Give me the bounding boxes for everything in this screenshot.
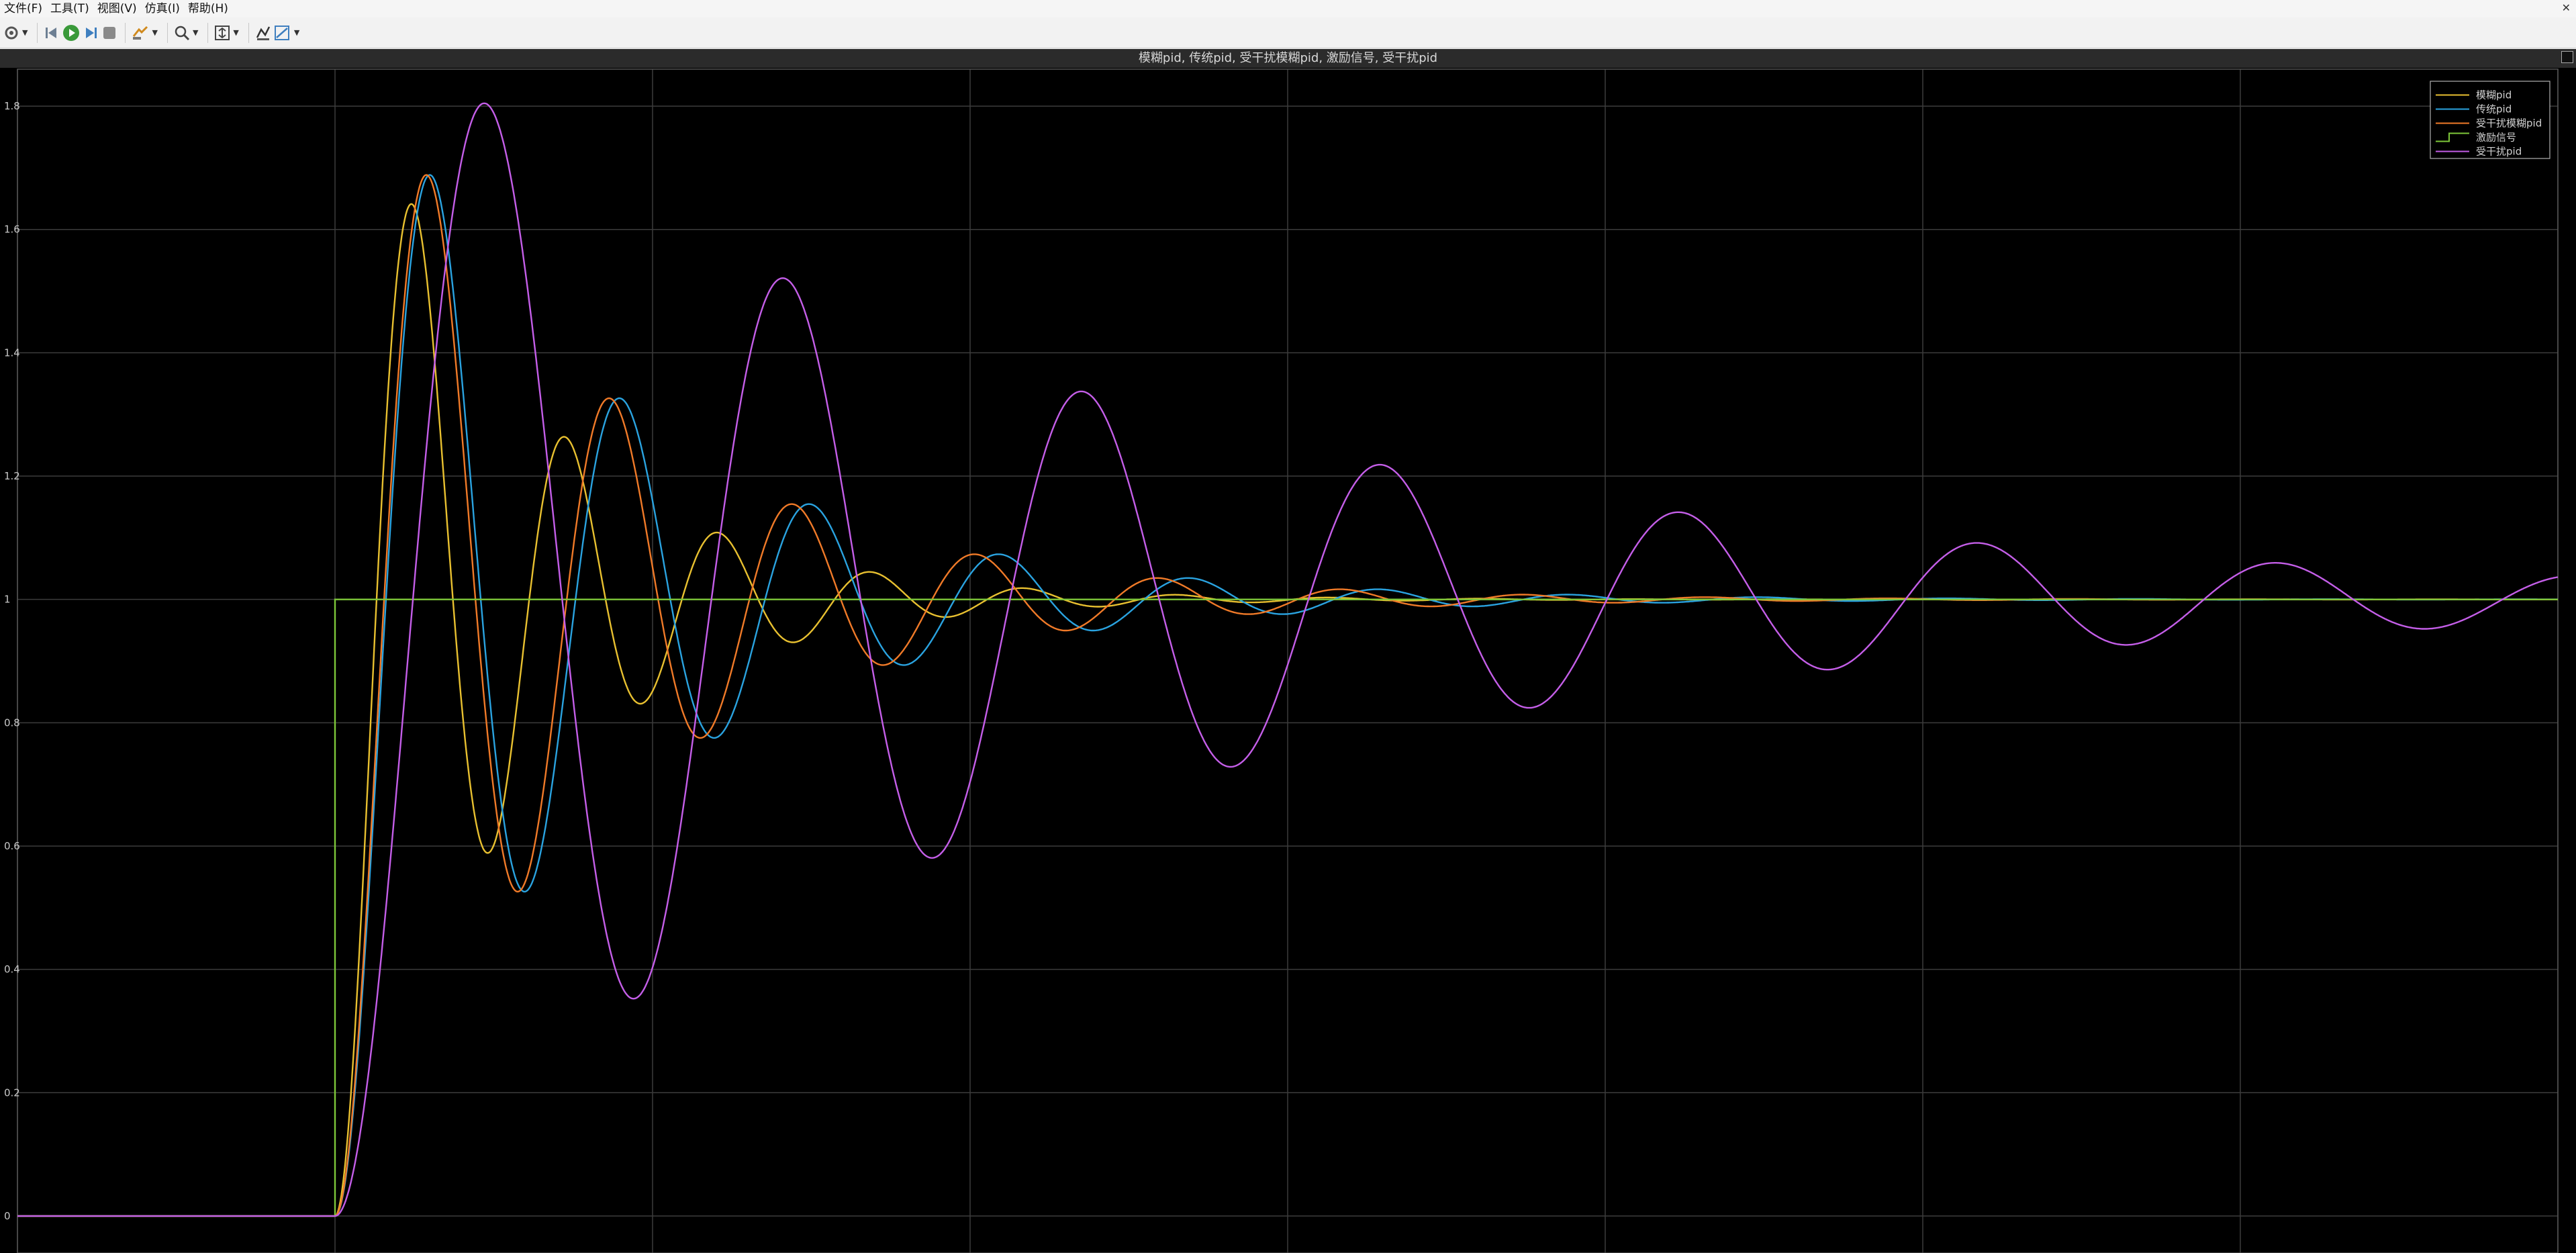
toolbar-separator [207,22,209,43]
run-icon[interactable] [62,21,81,44]
scope-plot-area[interactable]: 模糊pid, 传统pid, 受干扰模糊pid, 激励信号, 受干扰pid 0 0.… [0,49,2576,1253]
undock-icon[interactable] [2561,51,2573,63]
toolbar-separator [125,22,126,43]
highlight-icon[interactable] [131,21,150,44]
legend-label: 激励信号 [2476,132,2516,144]
fit-dropdown-icon[interactable]: ▼ [233,28,239,37]
legend-label: 传统pid [2476,103,2512,115]
plot-border [17,68,2559,1253]
series-layer [17,102,2559,1217]
y-tick-label: 0.4 [4,964,20,976]
zoom-icon[interactable] [173,21,191,44]
legend-label: 受干扰pid [2476,146,2522,158]
menu-help[interactable]: 帮助(H) [187,2,228,15]
legend-box [2430,81,2550,159]
toolbar-separator [166,22,168,43]
grid-layer [17,69,2559,1253]
signal-stats-icon[interactable] [273,21,292,44]
zoom-dropdown-icon[interactable]: ▼ [192,28,199,37]
y-tick-label: 0.2 [4,1086,20,1099]
legend-swatch [2436,132,2469,142]
menu-tools[interactable]: 工具(T) [50,2,89,15]
menu-simulation[interactable]: 仿真(I) [144,2,180,15]
y-tick-label: 1.6 [4,224,20,236]
settings-icon[interactable] [3,21,20,44]
menu-view[interactable]: 视图(V) [97,2,137,15]
y-tick-label: 0.6 [4,840,20,852]
plot-title: 模糊pid, 传统pid, 受干扰模糊pid, 激励信号, 受干扰pid [0,49,2576,68]
menu-file[interactable]: 文件(F) [4,2,43,15]
stop-icon[interactable] [101,21,118,44]
menu-bar: 文件(F) 工具(T) 视图(V) 仿真(I) 帮助(H) ✕ [0,0,2576,17]
toolbar-separator [248,22,249,43]
legend-label: 模糊pid [2476,89,2512,101]
close-icon[interactable]: ✕ [2561,1,2571,14]
y-tick-label: 1.2 [4,470,20,482]
highlight-dropdown-icon[interactable]: ▼ [152,28,158,37]
legend-label: 受干扰模糊pid [2476,118,2542,130]
scope-chart: 0 0.2 0.4 0.6 0.8 1 1.2 1.4 1.6 1.8 模糊pid 传统pid 受干扰… [4,68,2559,1253]
toolbar-separator [37,22,38,43]
fit-to-view-icon[interactable] [213,21,231,44]
y-tick-label: 1.8 [4,100,20,112]
y-tick-label: 0.8 [4,716,20,729]
y-tick-label: 1 [4,594,11,606]
y-tick-label: 0 [4,1210,11,1222]
step-forward-icon[interactable] [82,21,99,44]
step-back-icon[interactable] [43,21,60,44]
axes-layer: 0 0.2 0.4 0.6 0.8 1 1.2 1.4 1.6 1.8 [4,68,2559,1253]
stats-dropdown-icon[interactable]: ▼ [293,28,300,37]
toolbar: ▼ ▼ ▼ ▼ ▼ [0,17,2576,48]
settings-dropdown-icon[interactable]: ▼ [22,28,28,37]
cursor-measure-icon[interactable] [254,21,272,44]
series-line [17,102,2559,1217]
y-tick-label: 1.4 [4,346,20,359]
